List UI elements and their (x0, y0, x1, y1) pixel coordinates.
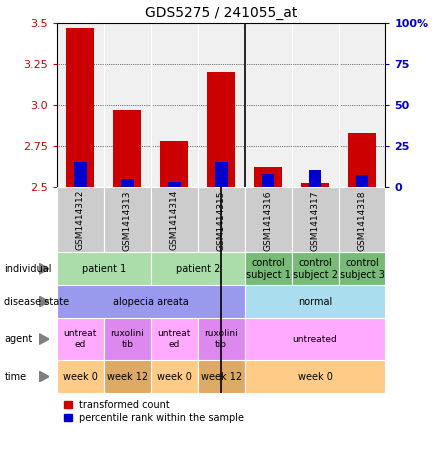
Title: GDS5275 / 241055_at: GDS5275 / 241055_at (145, 6, 297, 20)
Polygon shape (39, 371, 49, 382)
Text: normal: normal (298, 297, 332, 307)
Bar (57, 187, 104, 252)
Text: week 0: week 0 (157, 371, 192, 381)
Bar (104, 318, 151, 360)
Text: alopecia areata: alopecia areata (113, 297, 189, 307)
Bar (198, 187, 245, 252)
Bar (245, 285, 385, 318)
Text: untreat
ed: untreat ed (64, 329, 97, 349)
Text: untreat
ed: untreat ed (158, 329, 191, 349)
Bar (74, 162, 87, 187)
Bar (207, 72, 235, 187)
Text: untreated: untreated (293, 335, 337, 343)
Bar (57, 318, 104, 360)
Bar (151, 187, 198, 252)
Bar (57, 285, 245, 318)
Text: week 12: week 12 (107, 371, 148, 381)
Text: week 0: week 0 (63, 371, 98, 381)
Bar (215, 162, 227, 187)
Bar (198, 318, 245, 360)
Text: GSM1414316: GSM1414316 (264, 190, 272, 251)
Bar (309, 170, 321, 187)
Text: ruxolini
tib: ruxolini tib (204, 329, 238, 349)
Bar (245, 187, 292, 252)
Text: GSM1414315: GSM1414315 (217, 190, 226, 251)
Bar (160, 141, 188, 187)
Polygon shape (39, 296, 49, 307)
Bar (245, 252, 292, 285)
Bar (245, 360, 385, 393)
Bar (348, 133, 376, 187)
Bar (151, 318, 198, 360)
Bar (262, 173, 275, 187)
Bar (57, 252, 151, 285)
Bar (113, 110, 141, 187)
Bar (168, 182, 180, 187)
Text: week 0: week 0 (297, 371, 332, 381)
Bar (356, 175, 368, 187)
Bar (292, 252, 339, 285)
Bar (254, 167, 282, 187)
Bar (151, 360, 198, 393)
Text: control
subject 1: control subject 1 (246, 258, 290, 280)
Text: week 12: week 12 (201, 371, 242, 381)
Polygon shape (39, 334, 49, 344)
Text: GSM1414313: GSM1414313 (123, 190, 132, 251)
Text: patient 1: patient 1 (82, 264, 126, 274)
Text: GSM1414317: GSM1414317 (311, 190, 320, 251)
Bar (301, 183, 329, 187)
Legend: transformed count, percentile rank within the sample: transformed count, percentile rank withi… (62, 398, 246, 424)
Text: control
subject 2: control subject 2 (293, 258, 338, 280)
Bar (104, 187, 151, 252)
Polygon shape (39, 264, 49, 274)
Text: control
subject 3: control subject 3 (339, 258, 385, 280)
Bar (339, 187, 385, 252)
Bar (151, 252, 245, 285)
Text: GSM1414314: GSM1414314 (170, 190, 179, 251)
Text: GSM1414318: GSM1414318 (357, 190, 367, 251)
Bar (245, 318, 385, 360)
Text: agent: agent (4, 334, 32, 344)
Text: patient 2: patient 2 (176, 264, 220, 274)
Text: time: time (4, 371, 27, 381)
Text: individual: individual (4, 264, 52, 274)
Bar (104, 360, 151, 393)
Text: GSM1414312: GSM1414312 (76, 190, 85, 251)
Bar (121, 178, 134, 187)
Bar (292, 187, 339, 252)
Text: ruxolini
tib: ruxolini tib (110, 329, 144, 349)
Bar (198, 360, 245, 393)
Bar (57, 360, 104, 393)
Text: disease state: disease state (4, 297, 70, 307)
Bar (66, 28, 95, 187)
Bar (339, 252, 385, 285)
